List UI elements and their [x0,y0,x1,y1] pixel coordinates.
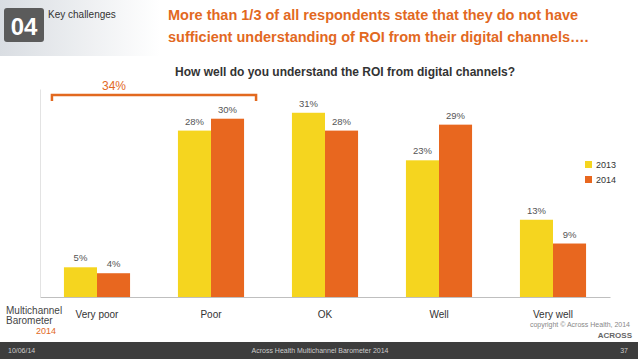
x-tick-label: Poor [200,309,222,320]
bar [64,267,97,297]
footer-title: Across Health Multichannel Barometer 201… [252,347,389,354]
headline: More than 1/3 of all respondents state t… [168,7,578,23]
data-label: 28% [185,116,205,127]
x-tick: Very poor [76,309,119,320]
x-axis-line [41,297,611,298]
bars [64,113,586,297]
section-label: Key challenges [48,9,116,20]
x-tick: OK [318,309,333,320]
footer-date: 10/06/14 [8,347,35,354]
data-label: 5% [74,252,88,263]
header-image [0,0,160,56]
section-number: 04 [11,13,38,40]
data-label: 4% [107,258,121,269]
data-labels: 5% 28% 31% 23% 13% 4% 30% 28% 29% 9% [74,98,577,269]
slide: 04 Key challenges More than 1/3 of all res… [0,0,638,359]
brand-logo: ACROSS [598,331,633,340]
bar [439,125,472,297]
logo-text: Barometer [6,315,53,326]
chart-title: How well do you understand the ROI from … [175,65,515,79]
y-axis [40,90,41,298]
headline: sufficient understanding of ROI from the… [168,29,589,45]
bar [406,160,439,297]
page-number: 37 [620,347,628,354]
bar [520,220,553,297]
x-tick-label: OK [318,309,333,320]
legend-swatch [585,176,592,183]
legend-swatch [585,161,592,168]
legend-label: 2014 [596,175,616,185]
data-label: 28% [332,116,352,127]
x-tick: Very well [533,309,573,320]
footer-bar [0,342,638,359]
y-axis-line [40,90,41,298]
x-tick-label: Very poor [76,309,119,320]
bar [553,244,586,297]
data-label: 31% [299,98,319,109]
annotation: 34% [102,79,126,93]
data-label: 13% [527,205,547,216]
x-tick: Poor [200,309,222,320]
bar [178,131,211,297]
data-label: 9% [563,229,577,240]
data-label: 30% [218,104,238,115]
x-tick-label: Very well [533,309,573,320]
bar [292,113,325,297]
section-badge [4,8,44,42]
data-label: 23% [413,145,433,156]
x-tick-label: Well [429,309,448,320]
bar [325,131,358,297]
x-tick: Well [429,309,448,320]
logo-text: 2014 [36,326,56,336]
legend-label: 2013 [596,160,616,170]
annotation-bracket [52,95,256,101]
legend: 2013 2014 [585,160,616,185]
bar [97,273,130,297]
x-axis: Very poor Poor OK Well Very well [41,298,611,321]
data-label: 29% [446,110,466,121]
bar [211,119,244,297]
copyright: copyright © Across Health, 2014 [530,321,630,329]
